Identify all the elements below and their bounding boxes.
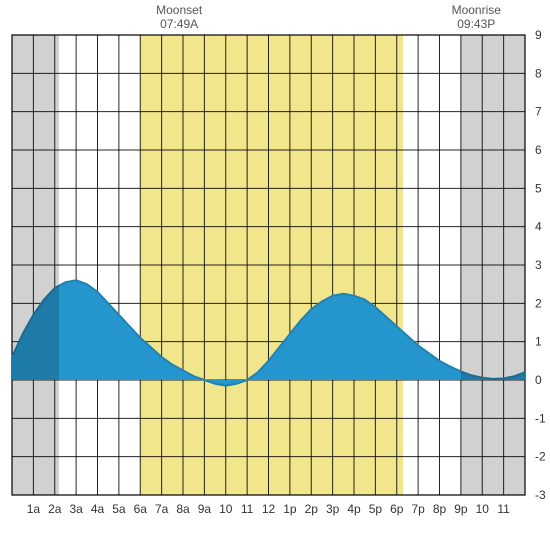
x-tick-label: 4a xyxy=(91,502,105,516)
moonset-label: Moonset xyxy=(156,3,203,17)
x-tick-label: 7p xyxy=(411,502,425,516)
x-tick-label: 6a xyxy=(134,502,148,516)
y-tick-label: 9 xyxy=(535,28,542,42)
y-tick-label: -2 xyxy=(535,450,546,464)
x-tick-label: 5a xyxy=(112,502,126,516)
x-tick-label: 6p xyxy=(390,502,404,516)
x-tick-label: 8a xyxy=(176,502,190,516)
x-tick-label: 3p xyxy=(326,502,340,516)
x-tick-label: 9a xyxy=(198,502,212,516)
y-tick-label: 1 xyxy=(535,335,542,349)
moonset-time: 07:49A xyxy=(160,17,198,31)
x-tick-label: 12 xyxy=(262,502,276,516)
y-tick-label: 2 xyxy=(535,296,542,310)
x-tick-label: 9p xyxy=(454,502,468,516)
x-tick-label: 5p xyxy=(369,502,383,516)
x-tick-label: 11 xyxy=(497,502,510,516)
x-tick-label: 4p xyxy=(347,502,361,516)
y-tick-label: 0 xyxy=(535,373,542,387)
y-tick-label: 7 xyxy=(535,105,542,119)
night-shade xyxy=(12,35,59,495)
x-tick-label: 1p xyxy=(283,502,297,516)
y-tick-label: 3 xyxy=(535,258,542,272)
x-tick-label: 10 xyxy=(219,502,233,516)
chart-svg: 1a2a3a4a5a6a7a8a9a1011121p2p3p4p5p6p7p8p… xyxy=(0,0,550,550)
moonrise-time: 09:43P xyxy=(457,17,495,31)
x-tick-label: 10 xyxy=(476,502,490,516)
x-tick-label: 11 xyxy=(241,502,254,516)
night-shade xyxy=(461,35,525,495)
x-tick-label: 3a xyxy=(69,502,83,516)
moonrise-label: Moonrise xyxy=(452,3,502,17)
x-tick-label: 2p xyxy=(305,502,319,516)
x-tick-label: 8p xyxy=(433,502,447,516)
y-tick-label: 6 xyxy=(535,143,542,157)
x-tick-label: 2a xyxy=(48,502,62,516)
y-tick-label: 5 xyxy=(535,181,542,195)
tide-chart: 1a2a3a4a5a6a7a8a9a1011121p2p3p4p5p6p7p8p… xyxy=(0,0,550,550)
y-tick-label: 4 xyxy=(535,220,542,234)
x-tick-label: 1a xyxy=(27,502,41,516)
y-tick-label: -3 xyxy=(535,488,546,502)
x-tick-label: 7a xyxy=(155,502,169,516)
y-tick-label: -1 xyxy=(535,411,546,425)
y-tick-label: 8 xyxy=(535,66,542,80)
